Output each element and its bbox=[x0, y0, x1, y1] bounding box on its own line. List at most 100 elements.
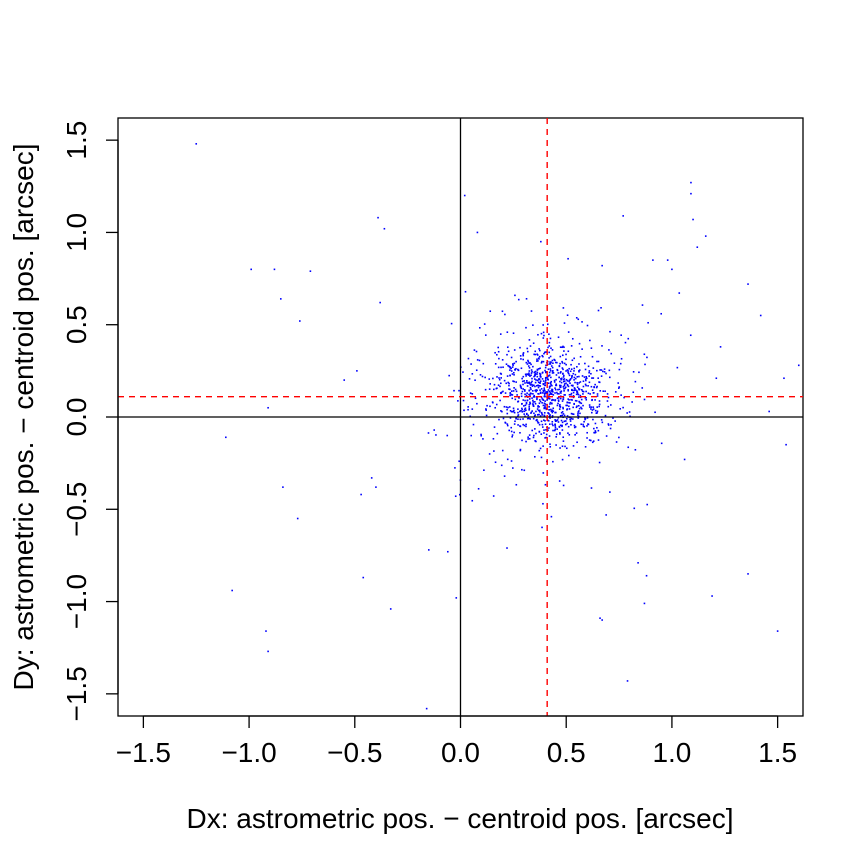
data-point bbox=[608, 369, 611, 372]
data-point bbox=[528, 407, 531, 410]
data-point bbox=[563, 414, 566, 417]
data-point bbox=[558, 480, 561, 482]
data-point bbox=[540, 456, 543, 459]
data-point bbox=[592, 367, 595, 369]
data-point bbox=[544, 437, 546, 439]
data-point bbox=[531, 370, 533, 373]
data-point bbox=[514, 388, 517, 391]
data-point bbox=[505, 382, 508, 385]
data-point bbox=[569, 402, 571, 404]
data-point bbox=[541, 414, 544, 416]
data-point bbox=[567, 389, 570, 392]
data-point bbox=[524, 399, 526, 402]
data-point bbox=[618, 436, 620, 439]
data-point bbox=[572, 372, 575, 375]
data-point bbox=[634, 380, 637, 383]
data-point bbox=[596, 360, 598, 363]
data-point bbox=[512, 380, 514, 382]
data-point bbox=[559, 447, 561, 449]
data-point bbox=[578, 396, 580, 398]
data-point bbox=[499, 385, 501, 388]
data-point bbox=[644, 363, 646, 366]
data-point bbox=[511, 373, 514, 375]
data-point bbox=[596, 426, 598, 429]
data-point bbox=[568, 405, 570, 408]
data-point bbox=[531, 429, 534, 432]
data-point bbox=[506, 346, 509, 349]
data-point bbox=[485, 408, 487, 410]
data-point bbox=[522, 353, 524, 356]
data-point bbox=[595, 386, 598, 389]
data-point bbox=[506, 412, 509, 415]
data-point bbox=[564, 386, 567, 389]
data-point bbox=[474, 379, 476, 382]
data-point bbox=[586, 324, 589, 327]
data-point bbox=[574, 387, 576, 390]
data-point bbox=[575, 432, 578, 434]
data-point bbox=[536, 373, 538, 375]
data-point bbox=[494, 351, 496, 354]
data-point bbox=[719, 346, 722, 348]
data-point bbox=[538, 399, 541, 401]
data-point bbox=[776, 630, 779, 632]
data-point bbox=[614, 420, 616, 422]
data-point bbox=[471, 393, 474, 395]
data-point bbox=[493, 426, 496, 428]
data-point bbox=[538, 409, 541, 412]
data-point bbox=[643, 398, 646, 401]
data-point bbox=[646, 356, 648, 359]
data-point bbox=[539, 382, 541, 384]
data-point bbox=[570, 424, 572, 426]
data-point bbox=[547, 429, 549, 432]
data-point bbox=[458, 460, 460, 463]
data-point bbox=[548, 390, 551, 393]
data-point bbox=[526, 350, 529, 353]
data-point bbox=[610, 352, 613, 355]
data-point bbox=[522, 418, 524, 420]
data-point bbox=[549, 403, 551, 405]
data-point bbox=[538, 358, 540, 360]
data-point bbox=[483, 469, 485, 472]
data-point bbox=[562, 345, 564, 348]
data-point bbox=[641, 304, 644, 306]
data-point bbox=[502, 390, 504, 393]
data-point bbox=[607, 423, 610, 425]
data-point bbox=[561, 360, 563, 363]
data-point bbox=[556, 361, 558, 364]
data-point bbox=[507, 350, 510, 353]
data-point bbox=[551, 384, 553, 387]
data-point bbox=[571, 359, 574, 362]
data-point bbox=[553, 381, 556, 383]
data-point bbox=[547, 382, 550, 385]
data-point bbox=[575, 406, 578, 409]
data-point bbox=[514, 294, 516, 297]
data-point bbox=[563, 380, 566, 382]
data-point bbox=[557, 416, 560, 419]
data-point bbox=[476, 359, 479, 361]
data-point bbox=[590, 439, 592, 442]
data-point bbox=[560, 377, 562, 380]
data-point bbox=[575, 317, 578, 319]
data-point bbox=[509, 394, 511, 397]
data-point bbox=[360, 493, 362, 496]
data-point bbox=[598, 403, 601, 406]
data-point bbox=[577, 393, 580, 396]
data-point bbox=[563, 383, 566, 385]
y-tick-label: 1.5 bbox=[61, 121, 92, 160]
data-point bbox=[584, 417, 586, 419]
data-point bbox=[539, 391, 542, 394]
data-point bbox=[500, 377, 502, 379]
data-point bbox=[562, 413, 565, 415]
data-point bbox=[548, 345, 551, 347]
data-point bbox=[541, 412, 543, 415]
data-point bbox=[643, 602, 646, 605]
data-point bbox=[516, 394, 518, 396]
data-point bbox=[588, 371, 590, 374]
data-point bbox=[526, 385, 529, 387]
data-point bbox=[549, 361, 551, 363]
data-point bbox=[565, 370, 567, 372]
data-point bbox=[566, 383, 569, 386]
data-point bbox=[528, 434, 531, 436]
data-point bbox=[555, 361, 557, 364]
data-point bbox=[596, 385, 598, 388]
